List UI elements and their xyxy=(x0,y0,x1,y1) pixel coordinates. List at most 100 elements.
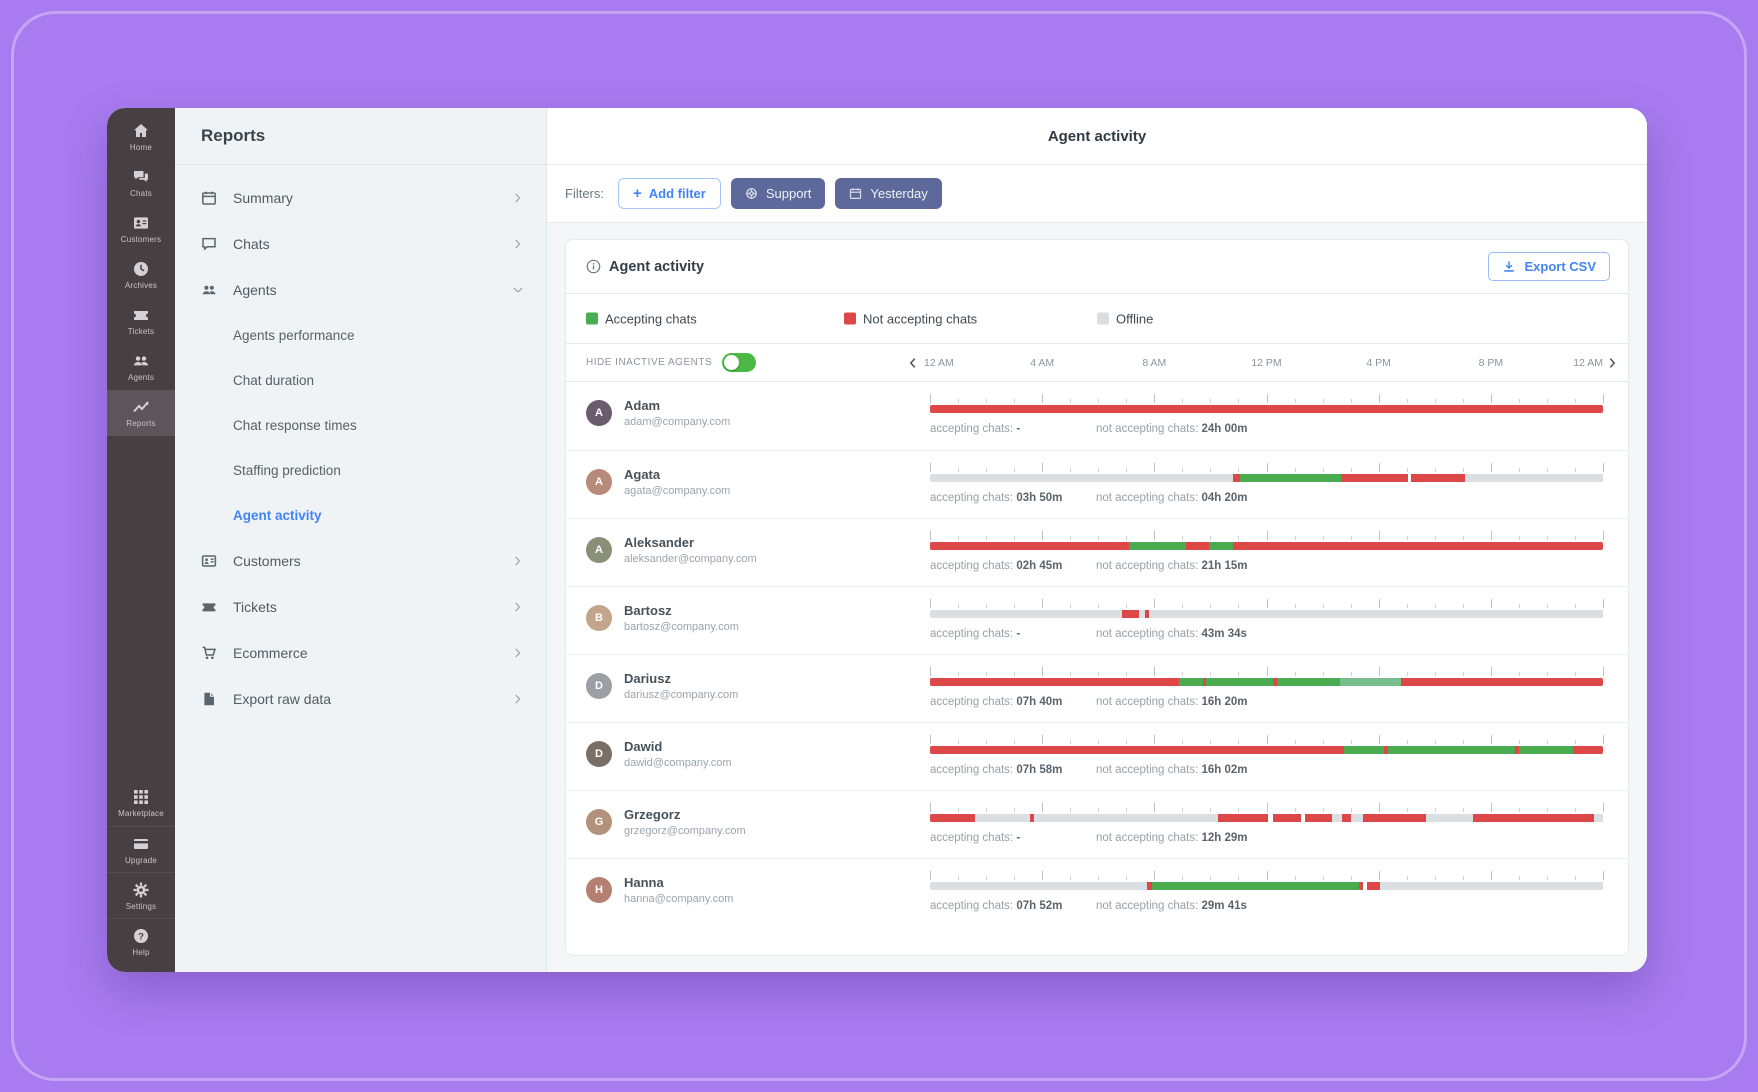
not-accepting-chats-stat: not accepting chats: 24h 00m xyxy=(1096,423,1248,435)
time-label: 12 PM xyxy=(1251,356,1282,369)
tick-mark xyxy=(1182,604,1184,608)
sidebar-item-agents[interactable]: Agents xyxy=(175,267,546,313)
rail-item-upgrade[interactable]: Upgrade xyxy=(107,826,175,872)
not-accepting-chats-value: 43m 34s xyxy=(1201,628,1247,640)
timeline-next-icon[interactable] xyxy=(1605,356,1619,370)
time-label: 12 AM xyxy=(924,356,954,369)
legend-label: Not accepting chats xyxy=(863,311,978,326)
tick-mark xyxy=(958,604,960,608)
tick-mark xyxy=(1546,604,1548,608)
tick-mark xyxy=(1434,604,1436,608)
tick-mark xyxy=(930,599,931,608)
activity-segment-red xyxy=(1305,814,1332,822)
tick-mark xyxy=(1070,740,1072,744)
activity-timeline[interactable]: accepting chats: - not accepting chats: 4… xyxy=(930,587,1604,654)
rail-item-chats[interactable]: Chats xyxy=(107,160,175,206)
tick-mark xyxy=(1350,604,1352,608)
rail-item-settings[interactable]: Settings xyxy=(107,872,175,918)
tick-mark xyxy=(1098,399,1100,403)
agent-row-aleksander: A Aleksander aleksander@company.com accepti… xyxy=(566,518,1628,586)
sidebar-subitem-staffing-prediction[interactable]: Staffing prediction xyxy=(233,463,341,478)
tick-mark xyxy=(1070,399,1072,403)
activity-segment-red xyxy=(1340,474,1408,482)
hide-inactive-agents-toggle[interactable] xyxy=(722,353,757,372)
agent-name: Aleksander xyxy=(624,534,695,550)
sidebar-item-customers[interactable]: Customers xyxy=(175,538,546,584)
rail-item-reports[interactable]: Reports xyxy=(107,390,175,436)
tick-mark xyxy=(930,735,931,744)
tick-mark xyxy=(1462,672,1464,676)
tick-mark xyxy=(1546,399,1548,403)
sidebar-subitem-chat-duration[interactable]: Chat duration xyxy=(233,373,315,388)
activity-segment-red xyxy=(1401,678,1603,686)
activity-timeline[interactable]: accepting chats: 07h 58m not accepting ch… xyxy=(930,723,1604,790)
not-accepting-chats-label: not accepting chats: xyxy=(1096,560,1202,572)
tick-mark xyxy=(1490,531,1492,540)
tick-mark xyxy=(1603,599,1604,608)
chevron-right-icon xyxy=(515,694,521,704)
rail-item-tickets[interactable]: Tickets xyxy=(107,298,175,344)
tick-mark xyxy=(1406,604,1408,608)
activity-segment-green xyxy=(1239,474,1341,482)
sidebar-subitem-chat-response-times[interactable]: Chat response times xyxy=(233,418,357,433)
tick-mark xyxy=(1014,876,1016,880)
activity-timeline[interactable]: accepting chats: 07h 52m not accepting ch… xyxy=(930,859,1604,926)
tickets-icon xyxy=(134,311,148,320)
timeline-prev-icon[interactable] xyxy=(906,356,920,370)
tick-mark xyxy=(1014,740,1016,744)
tick-mark xyxy=(1070,672,1072,676)
timeline-ticks xyxy=(930,598,1604,608)
sidebar-item-summary[interactable]: Summary xyxy=(175,175,546,221)
filter-chip-support[interactable]: Support xyxy=(730,178,826,209)
tick-mark xyxy=(1126,876,1128,880)
sidebar-subitem-agents-performance[interactable]: Agents performance xyxy=(233,328,355,343)
add-filter-button[interactable]: + Add filter xyxy=(618,178,721,209)
rail-item-help[interactable]: ? Help xyxy=(107,918,175,964)
sidebar-subitem-agent-activity[interactable]: Agent activity xyxy=(233,508,322,523)
chevron-right-icon xyxy=(515,556,521,566)
rail-item-archives[interactable]: Archives xyxy=(107,252,175,298)
sidebar-item-ecommerce[interactable]: Ecommerce xyxy=(175,630,546,676)
activity-segment-gray xyxy=(1350,814,1363,822)
activity-timeline[interactable]: accepting chats: - not accepting chats: 1… xyxy=(930,791,1604,858)
agent-email: agata@company.com xyxy=(624,484,731,497)
activity-timeline[interactable]: accepting chats: - not accepting chats: 2… xyxy=(930,382,1604,450)
rail-item-agents[interactable]: Agents xyxy=(107,344,175,390)
agent-info: H Hanna hanna@company.com xyxy=(566,853,930,926)
rail-item-customers[interactable]: Customers xyxy=(107,206,175,252)
reports-sidebar: Reports Summary Chats Agents Agents perform… xyxy=(175,108,547,972)
export-csv-button[interactable]: Export CSV xyxy=(1488,252,1610,281)
agent-name: Hanna xyxy=(624,874,664,890)
rail-item-marketplace[interactable]: Marketplace xyxy=(107,780,175,826)
agent-row-agata: A Agata agata@company.com accepting chats: … xyxy=(566,450,1628,518)
reports-icon xyxy=(133,401,149,413)
tick-mark xyxy=(1322,536,1324,540)
tick-mark xyxy=(1406,672,1408,676)
sidebar-item-tickets[interactable]: Tickets xyxy=(175,584,546,630)
active-filter-chips: Support Yesterday xyxy=(730,178,942,209)
tick-mark xyxy=(1266,463,1268,472)
tick-mark xyxy=(1378,871,1380,880)
tick-mark xyxy=(1266,531,1268,540)
sidebar-item-chats[interactable]: Chats xyxy=(175,221,546,267)
legend-label: Accepting chats xyxy=(605,311,697,326)
filter-chip-yesterday[interactable]: Yesterday xyxy=(835,178,942,209)
tick-mark xyxy=(1546,672,1548,676)
tick-mark xyxy=(1322,399,1324,403)
rail-item-home[interactable]: Home xyxy=(107,114,175,160)
tick-mark xyxy=(1378,463,1380,472)
activity-timeline[interactable]: accepting chats: 07h 40m not accepting ch… xyxy=(930,655,1604,722)
activity-segment-red xyxy=(1572,746,1603,754)
tick-mark xyxy=(1266,735,1268,744)
sidebar-item-export-raw-data[interactable]: Export raw data xyxy=(175,676,546,722)
tick-mark xyxy=(1462,740,1464,744)
not-accepting-chats-label: not accepting chats: xyxy=(1096,696,1202,708)
agent-identity: Dariusz dariusz@company.com xyxy=(624,671,738,701)
info-icon[interactable] xyxy=(586,259,601,274)
activity-timeline[interactable]: accepting chats: 03h 50m not accepting ch… xyxy=(930,451,1604,518)
customers-icon xyxy=(134,217,148,229)
activity-timeline[interactable]: accepting chats: 02h 45m not accepting ch… xyxy=(930,519,1604,586)
agent-identity: Agata agata@company.com xyxy=(624,467,730,497)
tick-mark xyxy=(1126,740,1128,744)
timeline-ticks xyxy=(930,462,1604,472)
